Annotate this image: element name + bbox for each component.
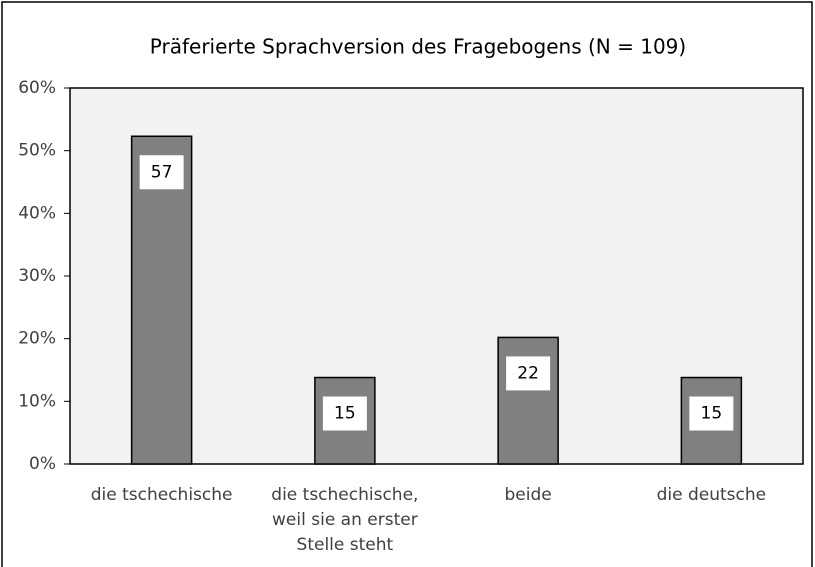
- y-tick-label: 30%: [18, 266, 56, 286]
- bar: [497, 336, 559, 465]
- data-label-box: [139, 155, 184, 190]
- data-label: 22: [517, 363, 539, 383]
- x-tick-label: die deutsche: [657, 485, 767, 505]
- data-label-box: [506, 356, 551, 391]
- data-label: 15: [334, 404, 356, 424]
- data-label: 57: [151, 162, 173, 182]
- x-tick-label: die tschechische, weil sie an erster Stell…: [271, 485, 418, 555]
- y-tick-label: 0%: [29, 454, 56, 474]
- data-label-box: [689, 396, 734, 431]
- bar: [130, 135, 193, 465]
- data-label: 15: [701, 404, 723, 424]
- chart-title: Präferierte Sprachversion des Fragebogen…: [150, 35, 686, 59]
- y-tick-label: 60%: [18, 78, 56, 98]
- y-tick-label: 20%: [18, 329, 56, 349]
- data-label-box: [322, 396, 367, 431]
- y-tick-label: 40%: [18, 203, 56, 223]
- y-tick-label: 10%: [18, 391, 56, 411]
- x-tick-label: beide: [505, 485, 552, 505]
- x-tick-label: die tschechische: [91, 485, 233, 505]
- y-tick-label: 50%: [18, 141, 56, 161]
